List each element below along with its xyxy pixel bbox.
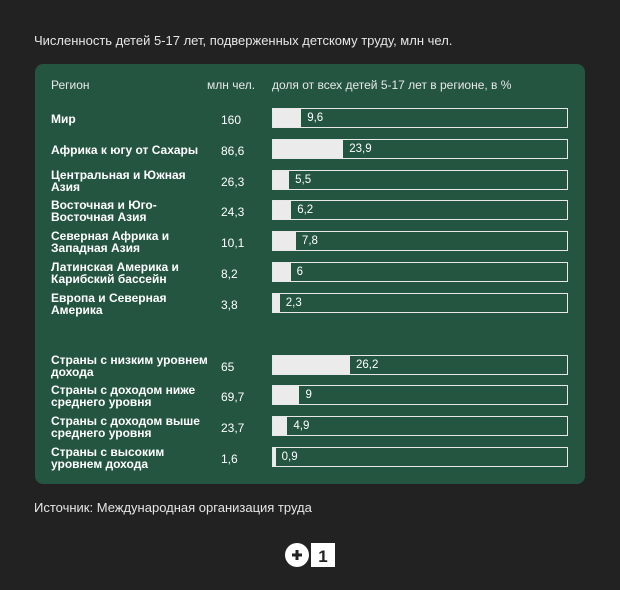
bar-track: 7,8 — [272, 231, 568, 252]
bar-row: Центральная и Южная Азия 26,3 5,5 — [35, 166, 585, 196]
bar-track: 5,5 — [272, 169, 568, 190]
row-count: 160 — [221, 113, 242, 127]
bar-track: 2,3 — [272, 292, 568, 313]
bar-row: Мир 160 9,6 — [35, 104, 585, 134]
bar-row: Латинская Америка и Карибский бассейн 8,2… — [35, 258, 585, 288]
bar-track: 23,9 — [272, 138, 568, 159]
bar-value-label: 5,5 — [295, 173, 312, 186]
bar-fill — [273, 293, 280, 312]
row-label: Европа и Северная Америка — [51, 290, 167, 317]
bar-fill — [273, 232, 296, 251]
row-count: 69,7 — [221, 390, 245, 405]
bar-fill — [273, 170, 290, 189]
row-label: Страны с доходом выше среднего уровня — [51, 414, 200, 441]
bar-track: 6 — [272, 262, 568, 282]
row-label: Страны с доходом ниже среднего уровня — [51, 383, 196, 410]
bar-track: 4,9 — [272, 416, 568, 437]
row-count: 26,3 — [221, 174, 245, 189]
bar-row: Страны с низким уровнем дохода 65 26,2 — [35, 351, 585, 381]
bar-fill — [273, 355, 351, 374]
bar-value-label: 4,9 — [293, 420, 310, 433]
row-label: Африка к югу от Сахары — [51, 142, 199, 157]
bar-row: Страны с высоким уровнем дохода 1,6 0,9 — [35, 443, 585, 473]
row-count: 8,2 — [221, 267, 238, 281]
bar-track: 6,2 — [272, 200, 568, 221]
bar-value-label: 6,2 — [297, 204, 314, 217]
row-count: 10,1 — [221, 236, 245, 251]
bar-row: Северная Африка и Западная Азия 10,1 7,8 — [35, 227, 585, 257]
row-count: 1,6 — [221, 452, 238, 466]
row-count: 3,8 — [221, 297, 238, 312]
bar-fill — [273, 263, 291, 281]
bar-value-label: 2,3 — [285, 296, 302, 309]
row-label: Северная Африка и Западная Азия — [51, 229, 170, 256]
header-count: млн чел. — [207, 78, 256, 92]
bar-fill — [273, 386, 300, 405]
bar-fill — [273, 201, 292, 220]
bar-fill — [273, 417, 288, 436]
row-count: 86,6 — [221, 143, 245, 158]
bar-fill — [273, 448, 276, 466]
bar-row: Страны с доходом выше среднего уровня 23,… — [35, 412, 585, 442]
bar-track: 0,9 — [272, 447, 568, 467]
bar-track: 9,6 — [272, 108, 568, 128]
row-label: Восточная и Юго-Восточная Азия — [51, 198, 157, 225]
bar-track: 26,2 — [272, 354, 568, 375]
chart-title: Численность детей 5-17 лет, подверженных… — [34, 33, 453, 48]
bar-fill — [273, 139, 344, 158]
row-label: Мир — [51, 112, 76, 126]
bar-value-label: 7,8 — [301, 235, 318, 248]
bar-row: Африка к югу от Сахары 86,6 23,9 — [35, 135, 585, 165]
bar-value-label: 23,9 — [349, 142, 372, 155]
row-count: 24,3 — [221, 205, 245, 220]
bar-value-label: 26,2 — [356, 358, 379, 371]
bar-fill — [273, 109, 302, 127]
source-note: Источник: Международная организация труд… — [34, 500, 312, 515]
bar-value-label: 0,9 — [281, 451, 298, 463]
row-label: Центральная и Южная Азия — [51, 167, 186, 194]
svg-text:1: 1 — [318, 547, 327, 566]
row-count: 65 — [221, 359, 235, 374]
row-label: Страны с высоким уровнем дохода — [51, 445, 165, 471]
plus-one-logo: 1 — [285, 541, 335, 569]
bar-row: Страны с доходом ниже среднего уровня 69,… — [35, 381, 585, 411]
bar-track: 9 — [272, 385, 568, 406]
row-label: Страны с низким уровнем дохода — [51, 352, 208, 379]
row-count: 23,7 — [221, 421, 245, 436]
bar-value-label: 9 — [305, 389, 312, 402]
header-share: доля от всех детей 5-17 лет в регионе, в… — [272, 78, 512, 92]
row-label: Латинская Америка и Карибский бассейн — [51, 260, 179, 286]
chart-panel: Регион млн чел. доля от всех детей 5-17 … — [35, 64, 585, 484]
bar-row: Восточная и Юго-Восточная Азия 24,3 6,2 — [35, 196, 585, 226]
header-region: Регион — [51, 78, 90, 92]
bar-value-label: 6 — [296, 266, 304, 278]
bar-row: Европа и Северная Америка 3,8 2,3 — [35, 289, 585, 319]
bar-value-label: 9,6 — [307, 112, 324, 124]
